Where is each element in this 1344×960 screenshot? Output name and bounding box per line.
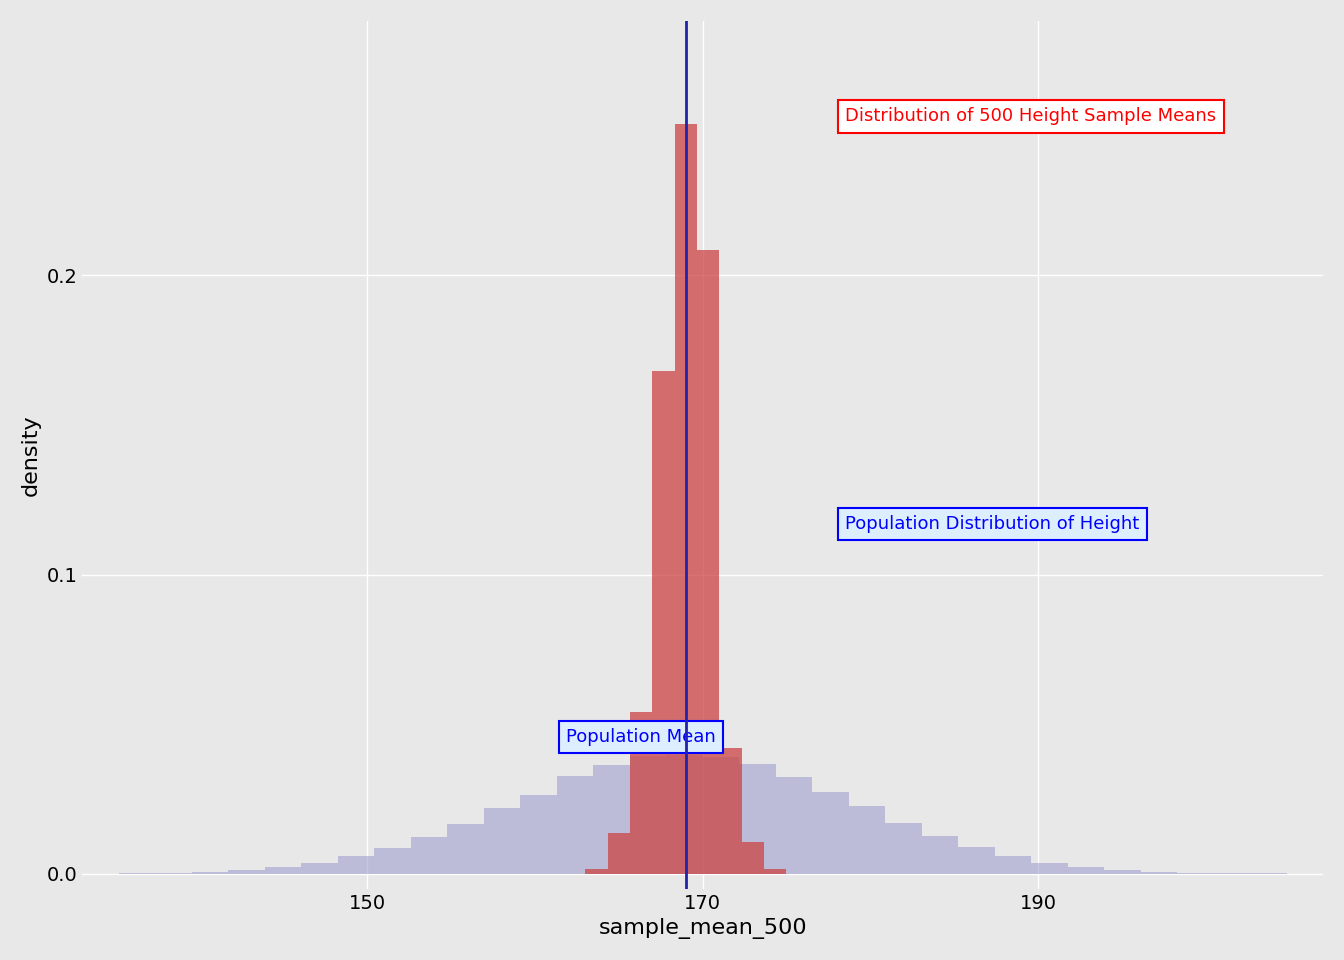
Bar: [1177, 873, 1214, 874]
Bar: [1067, 867, 1105, 874]
Bar: [922, 836, 958, 874]
Bar: [1141, 872, 1177, 874]
Bar: [155, 873, 192, 874]
Bar: [886, 823, 922, 874]
Bar: [448, 824, 484, 874]
Bar: [667, 756, 703, 874]
Bar: [556, 776, 593, 874]
Bar: [301, 863, 337, 874]
Bar: [652, 371, 675, 874]
Bar: [585, 870, 607, 874]
Bar: [958, 848, 995, 874]
Y-axis label: density: density: [22, 414, 40, 495]
Bar: [1031, 863, 1067, 874]
Bar: [337, 856, 374, 874]
Text: Distribution of 500 Height Sample Means: Distribution of 500 Height Sample Means: [845, 108, 1216, 126]
Bar: [593, 765, 629, 874]
Bar: [411, 837, 448, 874]
Bar: [629, 756, 667, 874]
Bar: [520, 795, 556, 874]
Bar: [995, 856, 1031, 874]
Bar: [675, 124, 698, 874]
Bar: [719, 748, 742, 874]
Bar: [698, 250, 719, 874]
Bar: [703, 757, 739, 874]
Bar: [742, 842, 765, 874]
Bar: [374, 849, 411, 874]
Bar: [192, 872, 228, 874]
Bar: [848, 806, 886, 874]
Bar: [228, 870, 265, 874]
Bar: [775, 777, 812, 874]
Bar: [1105, 870, 1141, 874]
Text: Population Mean: Population Mean: [566, 728, 716, 746]
Bar: [765, 870, 786, 874]
Text: Population Distribution of Height: Population Distribution of Height: [845, 516, 1140, 533]
Bar: [607, 833, 630, 874]
Bar: [630, 712, 652, 874]
Bar: [739, 764, 775, 874]
Bar: [484, 807, 520, 874]
Bar: [265, 867, 301, 874]
X-axis label: sample_mean_500: sample_mean_500: [598, 918, 806, 939]
Bar: [812, 792, 848, 874]
